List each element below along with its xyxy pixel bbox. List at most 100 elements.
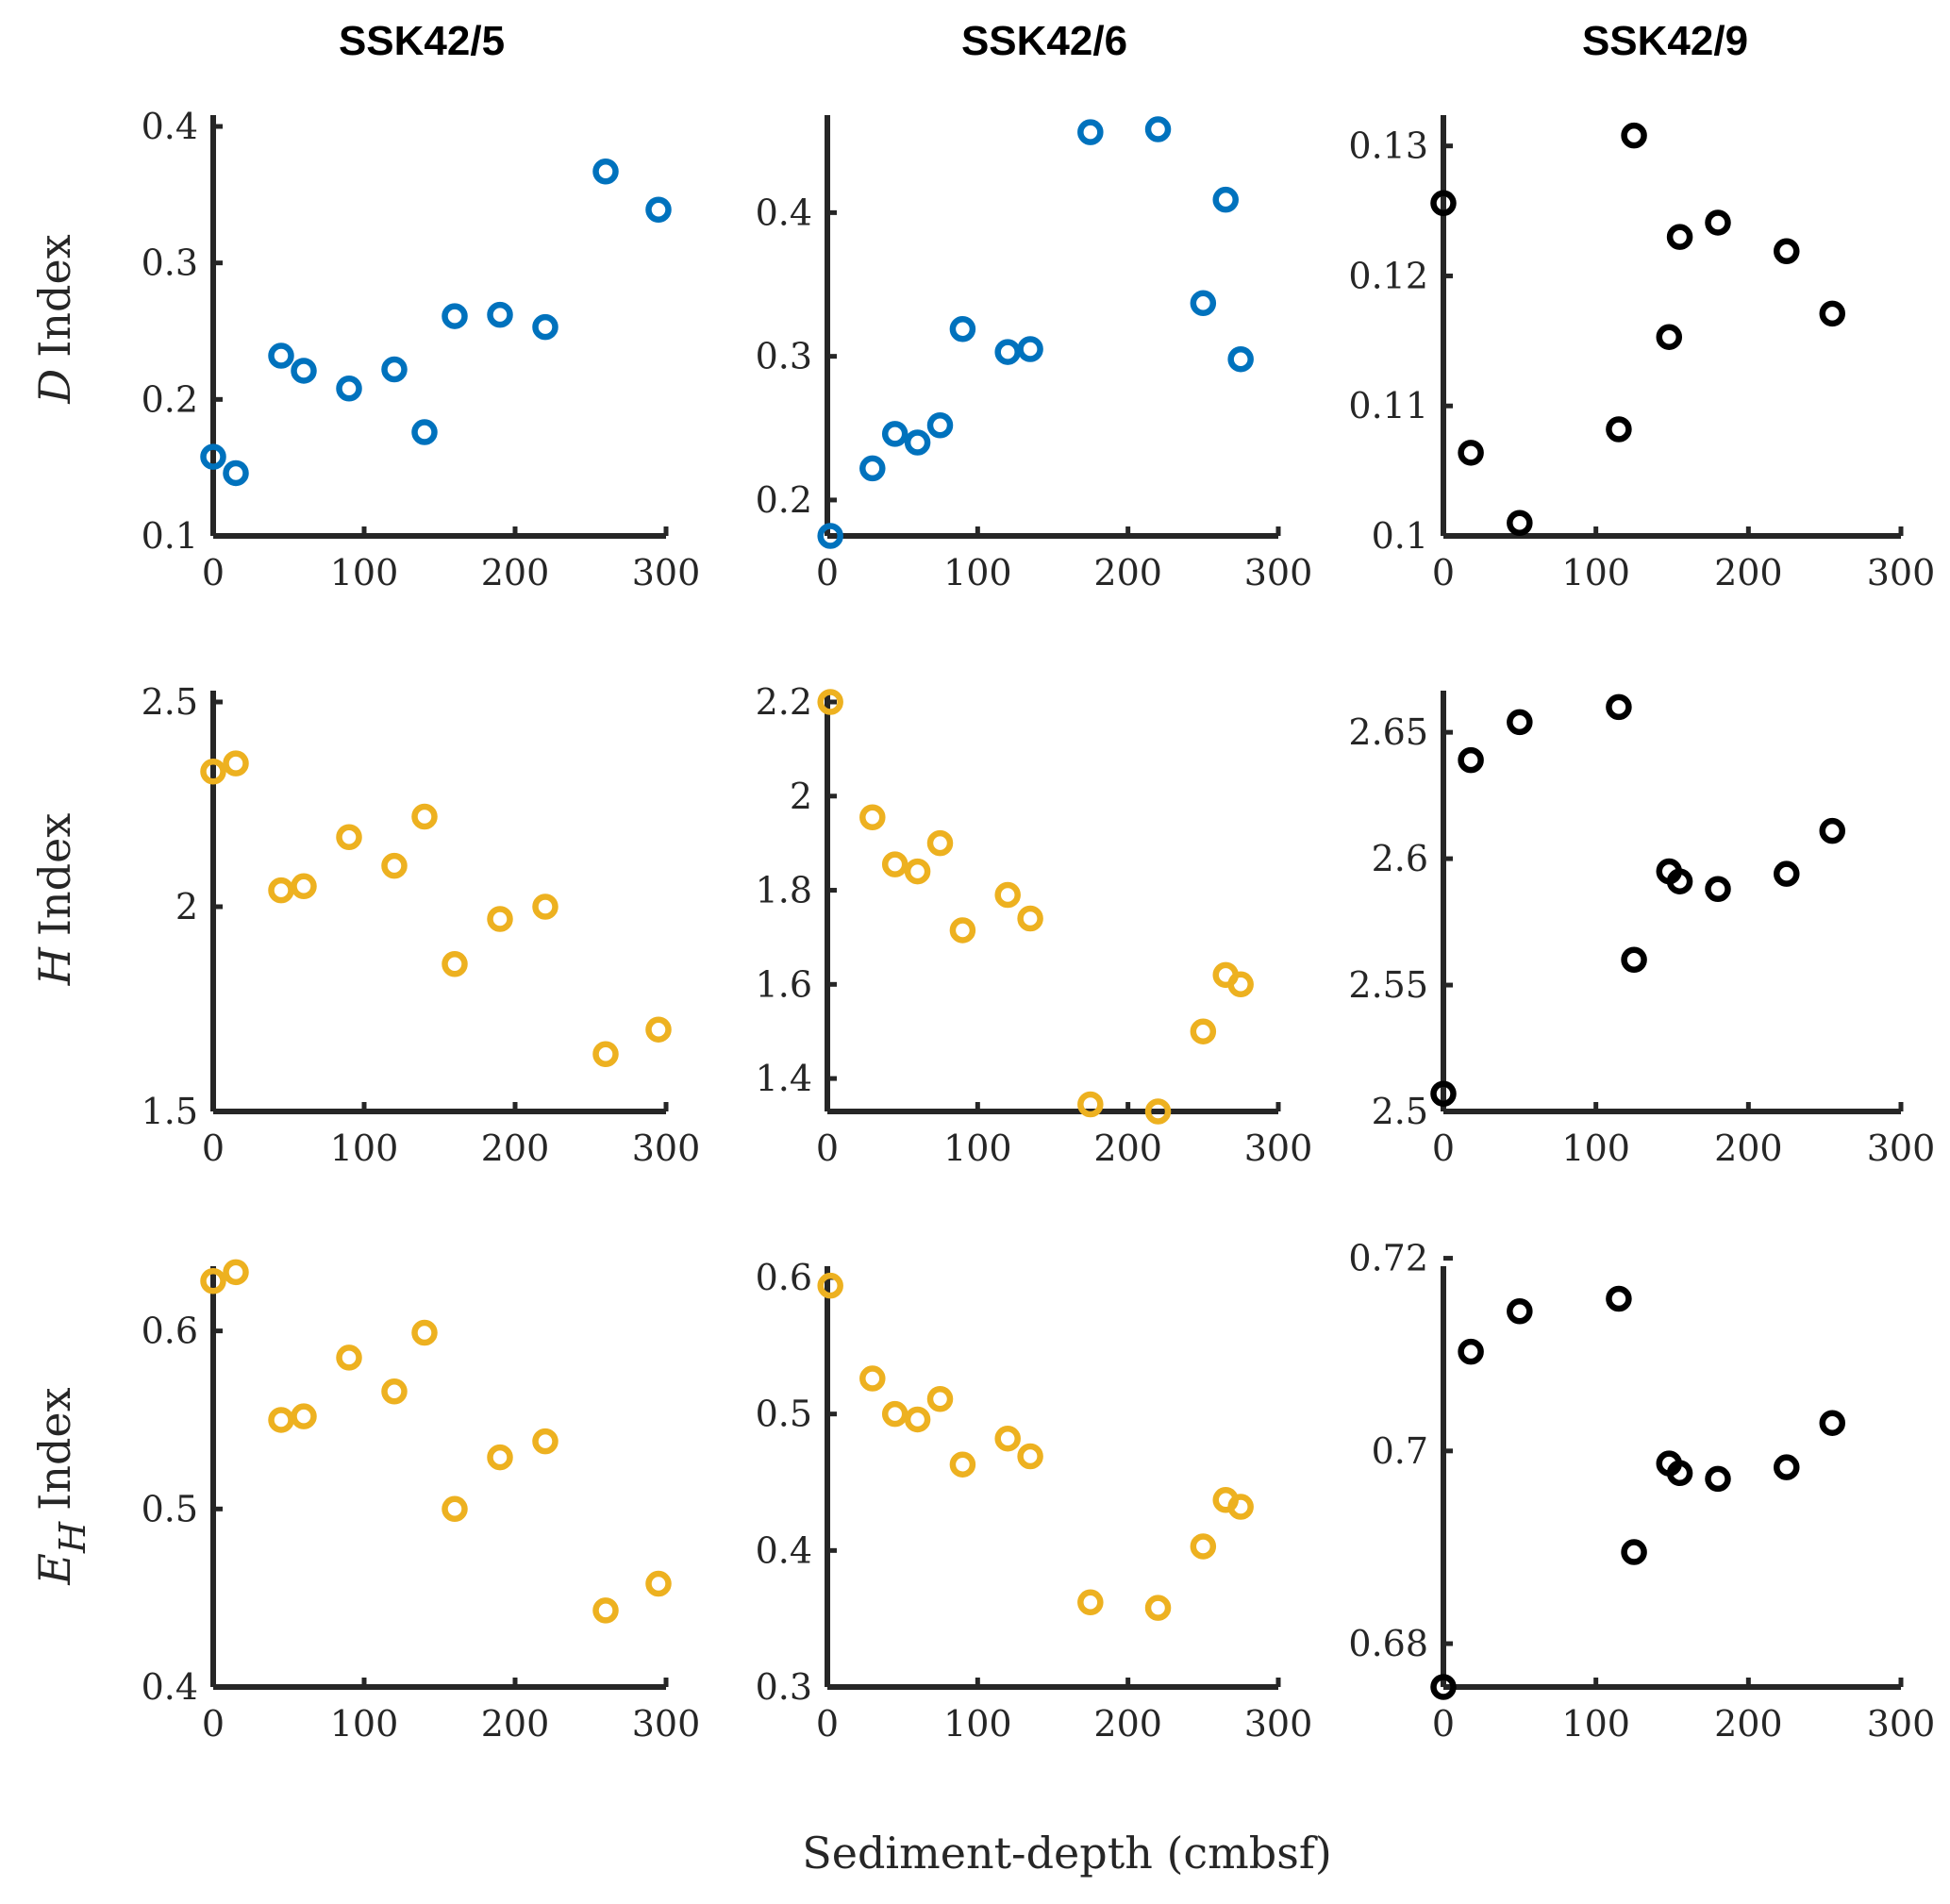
data-point <box>1144 1098 1172 1125</box>
y-tick-label: 1.6 <box>756 963 812 1005</box>
data-point <box>1774 238 1800 265</box>
data-point <box>881 1400 908 1428</box>
y-label-word: Index <box>29 1387 80 1510</box>
data-point <box>1430 1674 1457 1700</box>
data-point <box>223 750 249 777</box>
x-tick-label: 200 <box>1714 552 1783 593</box>
y-tick-label: 0.1 <box>1372 515 1428 557</box>
data-point <box>1666 224 1693 250</box>
x-tick-label: 100 <box>1561 552 1630 593</box>
column-title-ssk42-9: SSK42/9 <box>1582 18 1748 64</box>
y-tick-label: 0.2 <box>756 479 812 521</box>
x-tick-label: 0 <box>1432 1127 1455 1169</box>
y-tick-label: 0.4 <box>142 1666 198 1708</box>
x-tick-label: 300 <box>1867 1127 1936 1169</box>
data-point <box>1819 1410 1845 1436</box>
data-point <box>1017 336 1043 362</box>
row-labels: DIndex HIndex EHIndex <box>29 234 93 1585</box>
y-tick-label: 2.5 <box>142 681 198 723</box>
data-point <box>817 523 843 549</box>
y-tick-label: 0.72 <box>1348 1238 1428 1279</box>
x-tick-label: 200 <box>1093 1127 1162 1169</box>
data-point <box>1077 1091 1104 1118</box>
y-tick-label: 2.65 <box>1348 711 1428 753</box>
y-tick-label: 0.3 <box>142 242 198 284</box>
panel-r2-c3: 0 100 200 300 2.5 2.55 2.6 2.65 <box>1348 691 1935 1169</box>
data-point <box>291 358 317 384</box>
x-tick-label: 300 <box>1867 1703 1936 1745</box>
y-axis-label-eh-index: EH Index <box>29 1387 93 1585</box>
data-point <box>1705 209 1731 236</box>
data-point <box>949 315 976 342</box>
data-point <box>1507 709 1533 736</box>
x-tick-label: 100 <box>330 1703 399 1745</box>
y-tick-label: 0.6 <box>756 1257 812 1298</box>
y-tick-label: 0.6 <box>142 1311 198 1352</box>
x-tick-label: 100 <box>1561 1127 1630 1169</box>
x-tick-label: 100 <box>1561 1703 1630 1745</box>
data-point <box>381 1378 408 1405</box>
data-point <box>1705 1465 1731 1493</box>
data-point <box>442 1495 468 1523</box>
x-tick-label: 300 <box>1244 552 1313 593</box>
x-tick-label: 0 <box>202 1703 225 1745</box>
data-point <box>381 356 408 383</box>
y-tick-label: 0.11 <box>1348 385 1428 426</box>
data-point <box>442 303 468 329</box>
column-title-ssk42-5: SSK42/5 <box>339 18 505 64</box>
x-tick-label: 300 <box>1244 1127 1313 1169</box>
data-point <box>411 419 438 445</box>
data-point <box>1017 905 1043 932</box>
data-point <box>1819 300 1845 327</box>
data-point <box>1774 1454 1800 1480</box>
data-point <box>200 1268 226 1294</box>
x-tick-label: 0 <box>816 1703 839 1745</box>
data-point <box>268 342 294 369</box>
data-point <box>411 803 438 830</box>
y-tick-label: 1.5 <box>142 1091 198 1132</box>
x-tick-label: 0 <box>202 552 225 593</box>
data-point <box>532 1428 558 1455</box>
x-tick-label: 300 <box>1867 552 1936 593</box>
y-label-var: D <box>29 369 80 405</box>
x-tick-label: 300 <box>632 1703 701 1745</box>
data-point <box>487 906 513 932</box>
x-tick-label: 200 <box>481 1127 550 1169</box>
data-point <box>926 829 954 857</box>
y-tick-label: 1.8 <box>756 870 812 911</box>
data-point <box>1227 1494 1254 1520</box>
y-tick-label: 2.5 <box>1372 1091 1428 1132</box>
data-point <box>994 339 1021 365</box>
x-tick-label: 0 <box>1432 1703 1455 1745</box>
data-point <box>859 1365 886 1392</box>
panel-r3-c2: 0 100 200 300 0.3 0.4 0.5 0.6 <box>756 1257 1313 1745</box>
data-point <box>592 1041 619 1067</box>
data-point <box>592 1597 619 1624</box>
data-point <box>291 873 317 900</box>
x-tick-label: 0 <box>1432 552 1455 593</box>
y-axis-label-h-index: H Index <box>29 813 80 987</box>
x-tick-label: 200 <box>481 1703 550 1745</box>
data-point <box>1621 122 1647 149</box>
data-point <box>859 455 886 482</box>
data-point <box>1819 817 1845 844</box>
data-point <box>1430 190 1457 217</box>
x-tick-label: 100 <box>330 1127 399 1169</box>
data-point <box>223 1259 249 1286</box>
x-tick-label: 100 <box>943 1703 1012 1745</box>
x-tick-label: 200 <box>1714 1703 1783 1745</box>
y-tick-label: 0.3 <box>756 1666 812 1708</box>
data-point <box>268 1407 294 1433</box>
data-point <box>1430 1080 1457 1107</box>
y-tick-label: 0.4 <box>142 106 198 147</box>
y-label-word: Index <box>29 813 80 936</box>
data-point <box>1666 868 1693 894</box>
data-point <box>1077 119 1104 145</box>
y-label-subscript: H <box>52 1521 93 1554</box>
x-tick-label: 0 <box>816 1127 839 1169</box>
y-tick-label: 2.6 <box>1372 838 1428 879</box>
x-tick-label: 200 <box>1714 1127 1783 1169</box>
data-point <box>1017 1443 1043 1470</box>
data-point <box>949 1451 976 1478</box>
